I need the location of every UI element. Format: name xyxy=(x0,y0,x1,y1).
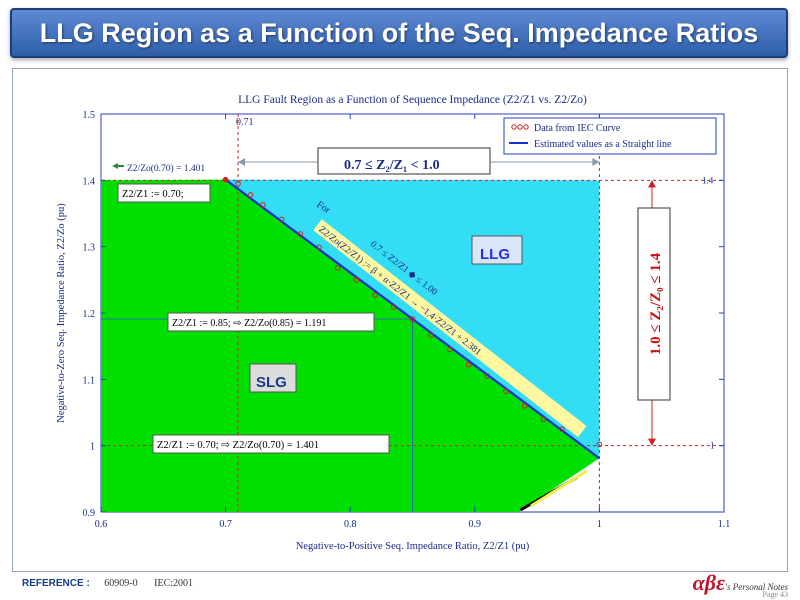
brand-text: 's Personal Notes xyxy=(725,582,788,592)
annot-bot: Z2/Z1 := 0.70; ⇨ Z2/Zo(0.70) = 1.401 xyxy=(157,440,319,451)
brand-logo: αβε's Personal Notes Page 43 xyxy=(693,570,788,599)
series-line-estimated xyxy=(224,178,601,460)
legend-label-est: Estimated values as a Straight line xyxy=(534,139,672,150)
y-tick-label: 1.2 xyxy=(83,309,96,320)
wedge-yellow xyxy=(530,469,588,508)
legend-marker-iec xyxy=(517,124,523,130)
footer-ref-1: 60909-0 xyxy=(104,578,138,589)
region-label-slg-box xyxy=(249,363,297,393)
ref-label-071: 0.71 xyxy=(236,117,254,128)
data-point xyxy=(409,316,416,322)
brand-symbol: αβε xyxy=(692,570,726,595)
slide-title-banner: LLG Region as a Function of the Seq. Imp… xyxy=(10,8,788,58)
data-point xyxy=(353,277,360,283)
footer-label: REFERENCE : xyxy=(22,578,90,589)
x-tick-label: 1.1 xyxy=(718,519,731,530)
region-slg xyxy=(101,179,600,513)
top-range-label-box xyxy=(317,147,491,175)
legend-marker-iec xyxy=(511,124,517,130)
data-point xyxy=(334,265,341,271)
y-tick-label: 1.4 xyxy=(83,176,96,187)
x-tick-label: 0.7 xyxy=(219,519,232,530)
region-label-llg-box xyxy=(471,235,523,265)
data-point xyxy=(260,202,266,208)
chart-title: LLG Fault Region as a Function of Sequen… xyxy=(238,94,587,106)
data-point xyxy=(596,441,603,448)
x-tick-label: 0.9 xyxy=(469,519,482,530)
point-start-filled xyxy=(223,177,229,183)
legend-box xyxy=(503,117,717,155)
annot-mid-box xyxy=(167,312,375,332)
eqn-strip-bg xyxy=(313,219,587,438)
annot-z2z1-070: Z2/Z1 := 0.70; xyxy=(122,189,184,200)
data-point xyxy=(428,332,434,338)
data-point xyxy=(278,216,285,223)
y-axis-label: Negative-to-Zero Seq. Impedance Ratio, Z… xyxy=(56,203,67,423)
footer: REFERENCE : 60909-0 IEC:2001 xyxy=(22,578,193,589)
data-point xyxy=(297,231,304,237)
data-point xyxy=(484,373,491,379)
x-tick-label: 0.8 xyxy=(344,519,357,530)
right-label-14: 1.4 xyxy=(702,175,714,185)
x-tick-label: 1 xyxy=(597,519,602,530)
y-tick-label: 0.9 xyxy=(83,508,96,519)
y-tick-label: 1.1 xyxy=(83,375,96,386)
data-point xyxy=(316,244,322,251)
region-label-slg: SLG xyxy=(256,374,287,391)
page-label: Page xyxy=(762,590,778,599)
slide-title: LLG Region as a Function of the Seq. Imp… xyxy=(39,17,759,48)
data-point xyxy=(559,426,565,432)
top-range-label: 0.7 ≤ Z₂/Z₁ < 1.0 xyxy=(344,158,440,173)
annot-z2z1-070-box xyxy=(117,183,211,203)
range-arrow-top-right xyxy=(592,158,600,166)
range-arrow-side-top xyxy=(648,180,656,188)
data-point xyxy=(540,416,547,422)
data-point xyxy=(372,292,378,298)
footer-ref-2: IEC:2001 xyxy=(154,578,194,589)
y-tick-label: 1.5 xyxy=(83,110,96,121)
data-point xyxy=(503,388,509,395)
annot-z2zo-070: Z2/Zo(0.70) = 1.401 xyxy=(127,163,205,174)
arrow-icon xyxy=(112,163,124,169)
x-axis-label: Negative-to-Positive Seq. Impedance Rati… xyxy=(296,541,530,552)
page-number: 43 xyxy=(780,590,788,599)
data-point xyxy=(235,180,241,187)
range-arrow-side-bottom xyxy=(648,438,656,446)
legend-label-iec: Data from IEC Curve xyxy=(534,123,621,134)
annot-mid: Z2/Z1 := 0.85; ⇨ Z2/Zo(0.85) = 1.191 xyxy=(172,318,326,329)
data-point xyxy=(391,304,397,310)
legend-marker-iec xyxy=(523,124,529,130)
region-label-llg: LLG xyxy=(480,246,510,263)
y-tick-label: 1.3 xyxy=(83,243,96,254)
y-tick-label: 1 xyxy=(90,442,95,453)
right-label-1: 1 xyxy=(710,441,715,451)
data-point xyxy=(465,361,472,368)
side-range-box xyxy=(637,207,671,401)
x-tick-label: 0.6 xyxy=(95,519,108,530)
data-point xyxy=(447,346,453,353)
data-point xyxy=(247,192,254,198)
data-point xyxy=(521,403,528,409)
annot-bot-box xyxy=(152,434,390,454)
range-arrow-top-left xyxy=(238,158,246,166)
side-range-label: 1.0 ≤ Z₂/Z₀ ≤ 1.4 xyxy=(648,252,664,355)
